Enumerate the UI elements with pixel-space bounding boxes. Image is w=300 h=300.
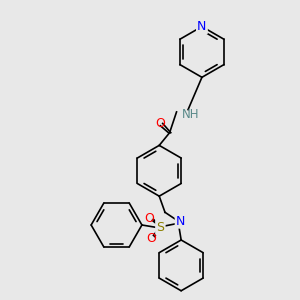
Text: O: O: [155, 117, 165, 130]
Text: N: N: [197, 20, 207, 33]
Text: O: O: [146, 232, 156, 245]
Text: O: O: [144, 212, 154, 225]
Text: NH: NH: [182, 108, 199, 121]
Text: S: S: [156, 221, 164, 234]
Text: N: N: [175, 215, 185, 228]
